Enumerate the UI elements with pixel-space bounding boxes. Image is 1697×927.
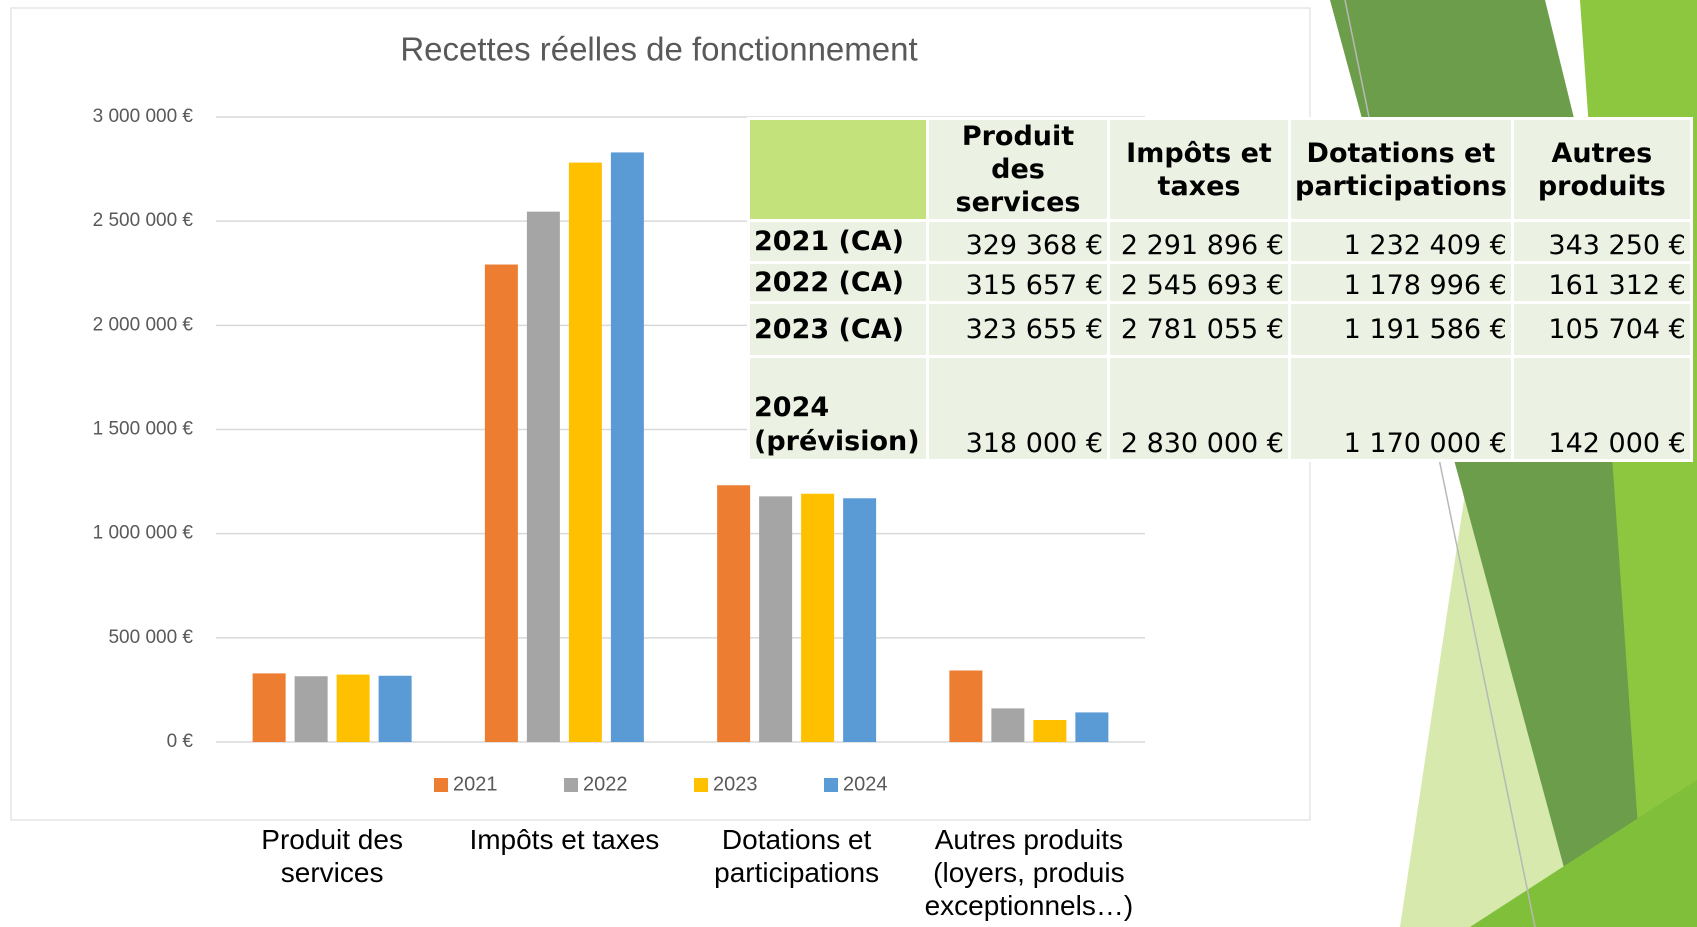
y-tick-label: 1 000 000 €	[93, 523, 194, 544]
legend-swatch	[564, 778, 578, 792]
bar	[843, 498, 877, 742]
bar	[294, 676, 328, 742]
bar	[949, 670, 983, 742]
bar	[568, 162, 602, 743]
bar	[717, 485, 751, 742]
bar	[1075, 712, 1109, 742]
bar	[991, 708, 1025, 742]
bar	[378, 675, 412, 742]
y-tick-label: 3 000 000 €	[93, 106, 194, 127]
y-tick-label: 500 000 €	[108, 627, 193, 648]
table-row: 2023 (CA) 323 655 € 2 781 055 € 1 191 58…	[747, 301, 1693, 358]
y-tick-label: 2 500 000 €	[93, 210, 194, 231]
cell: 1 232 409 €	[1288, 219, 1514, 264]
cell: 1 191 586 €	[1288, 301, 1514, 358]
cell: 318 000 €	[926, 355, 1110, 462]
cell: 343 250 €	[1510, 219, 1693, 264]
row-label: 2022 (CA)	[747, 261, 929, 304]
corner-cell	[747, 117, 929, 222]
x-tick-label: Produit des services	[261, 824, 403, 888]
cell: 2 291 896 €	[1107, 219, 1291, 264]
x-tick-label: Impôts et taxes	[469, 824, 660, 855]
table-header: Produit des services Impôts et taxes Dot…	[747, 117, 1693, 222]
cell: 2 545 693 €	[1107, 261, 1291, 304]
legend-label: 2022	[583, 773, 628, 795]
cell: 1 170 000 €	[1288, 355, 1514, 462]
column-header: Produit des services	[926, 117, 1110, 222]
cell: 2 830 000 €	[1107, 355, 1291, 462]
bar	[484, 264, 518, 742]
table-row: 2022 (CA) 315 657 € 2 545 693 € 1 178 99…	[747, 261, 1693, 304]
row-label: 2023 (CA)	[747, 301, 929, 358]
bar	[336, 674, 370, 742]
legend-swatch	[824, 778, 838, 792]
cell: 2 781 055 €	[1107, 301, 1291, 358]
bar	[252, 673, 286, 742]
chart-title: Recettes réelles de fonctionnement	[400, 31, 917, 68]
bar	[801, 493, 835, 742]
data-table: Produit des services Impôts et taxes Dot…	[747, 117, 1693, 462]
bar	[610, 152, 644, 742]
x-tick-label: Dotations et participations	[714, 824, 880, 888]
y-tick-label: 0 €	[167, 731, 194, 752]
bar	[1033, 719, 1067, 742]
bar	[526, 211, 560, 743]
legend-swatch	[694, 778, 708, 792]
cell: 105 704 €	[1510, 301, 1693, 358]
column-header: Impôts et taxes	[1107, 117, 1291, 222]
cell: 323 655 €	[926, 301, 1110, 358]
legend-label: 2021	[453, 773, 498, 795]
row-label: 2024 (prévision)	[747, 355, 929, 462]
cell: 329 368 €	[926, 219, 1110, 264]
cell: 315 657 €	[926, 261, 1110, 304]
legend-label: 2023	[713, 773, 758, 795]
y-tick-label: 1 500 000 €	[93, 419, 194, 440]
legend-label: 2024	[843, 773, 888, 795]
cell: 161 312 €	[1510, 261, 1693, 304]
row-label: 2021 (CA)	[747, 219, 929, 264]
column-header: Dotations et participations	[1288, 117, 1514, 222]
cell: 1 178 996 €	[1288, 261, 1514, 304]
table-row: 2024 (prévision) 318 000 € 2 830 000 € 1…	[747, 355, 1693, 462]
bar	[759, 496, 793, 742]
legend-swatch	[434, 778, 448, 792]
column-header: Autres produits	[1510, 117, 1693, 222]
table-row: 2021 (CA) 329 368 € 2 291 896 € 1 232 40…	[747, 219, 1693, 264]
y-tick-label: 2 000 000 €	[93, 314, 194, 335]
cell: 142 000 €	[1510, 355, 1693, 462]
x-tick-label: Autres produits (loyers, produis excepti…	[924, 824, 1134, 921]
